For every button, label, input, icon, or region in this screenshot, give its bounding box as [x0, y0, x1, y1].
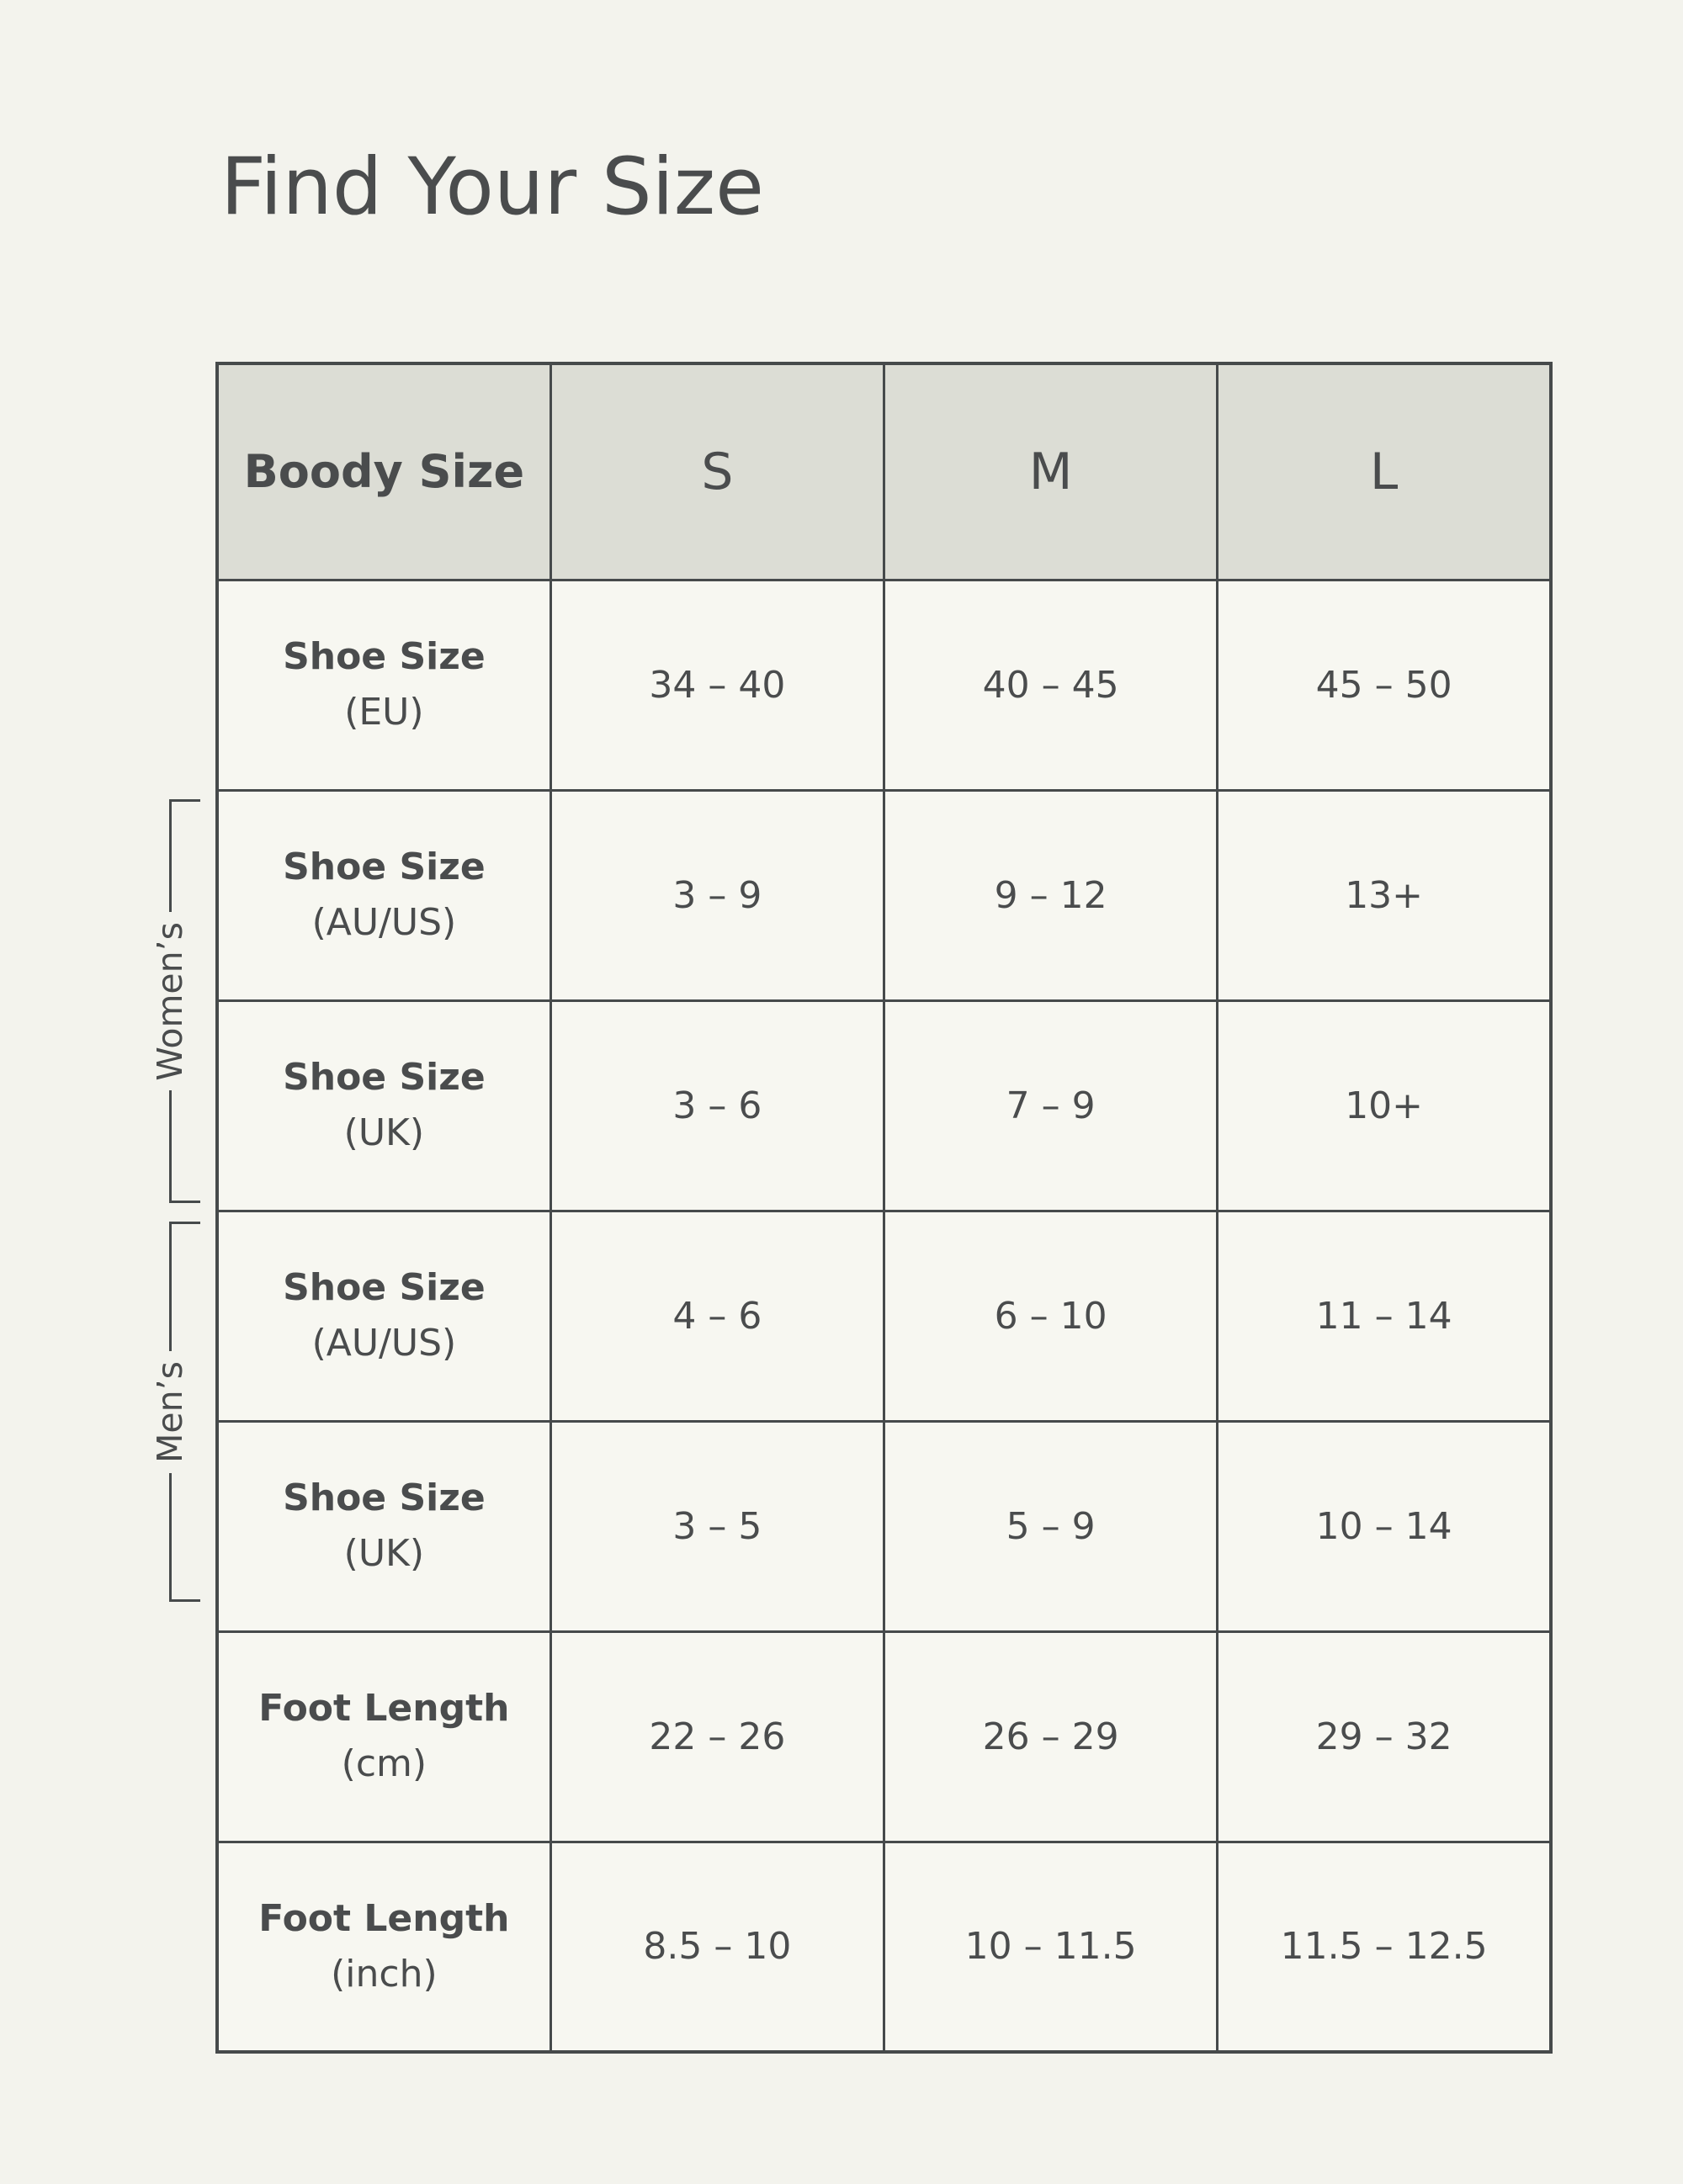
row-sublabel: (inch)	[331, 1952, 438, 1996]
row-sublabel: (AU/US)	[311, 1322, 457, 1365]
row-sublabel: (UK)	[343, 1111, 425, 1154]
size-table-head: Boody Size S M L	[215, 362, 1553, 581]
size-value-cell: 34 – 40	[549, 578, 886, 792]
row-sublabel: (UK)	[343, 1532, 425, 1575]
row-label: Shoe Size	[283, 635, 486, 678]
row-label-cell: Shoe Size (UK)	[215, 999, 552, 1212]
row-sublabel: (cm)	[341, 1742, 427, 1785]
size-value-cell: 11.5 – 12.5	[1216, 1840, 1553, 2054]
row-label-cell: Shoe Size (EU)	[215, 578, 552, 792]
row-label-cell: Shoe Size (AU/US)	[215, 1209, 552, 1423]
row-label: Foot Length	[258, 1687, 510, 1730]
size-value-cell: 6 – 10	[882, 1209, 1219, 1423]
row-label-cell: Shoe Size (AU/US)	[215, 788, 552, 1002]
size-value-cell: 3 – 5	[549, 1419, 886, 1633]
table-row: Shoe Size (EU) 34 – 40 40 – 45 45 – 50	[215, 578, 1553, 792]
size-value-cell: 11 – 14	[1216, 1209, 1553, 1423]
header-boody-size: Boody Size	[215, 362, 552, 581]
bracket-line-upper	[169, 802, 172, 912]
size-value-cell: 3 – 9	[549, 788, 886, 1002]
bracket-line-lower	[169, 1090, 172, 1201]
header-size-l: L	[1216, 362, 1553, 581]
row-label-cell: Shoe Size (UK)	[215, 1419, 552, 1633]
header-row: Boody Size S M L	[215, 362, 1553, 581]
womens-group-bracket: Women’s	[150, 799, 203, 1204]
bracket-tick-top	[169, 799, 200, 802]
row-label: Shoe Size	[283, 846, 486, 888]
size-value-cell: 7 – 9	[882, 999, 1219, 1212]
mens-group-label: Men’s	[150, 1360, 190, 1463]
bracket-tick-bottom	[169, 1201, 200, 1204]
mens-group-bracket: Men’s	[150, 1222, 203, 1603]
size-value-cell: 5 – 9	[882, 1419, 1219, 1633]
header-size-s: S	[549, 362, 886, 581]
size-value-cell: 10+	[1216, 999, 1553, 1212]
bracket-line-upper	[169, 1224, 172, 1351]
size-table: Boody Size S M L Shoe Size (EU) 34 – 40 40 …	[215, 362, 1553, 2054]
bracket-tick-top	[169, 1222, 200, 1224]
size-value-cell: 8.5 – 10	[549, 1840, 886, 2054]
row-label: Shoe Size	[283, 1056, 486, 1099]
size-value-cell: 10 – 11.5	[882, 1840, 1219, 2054]
size-value-cell: 29 – 32	[1216, 1630, 1553, 1843]
size-value-cell: 9 – 12	[882, 788, 1219, 1002]
table-row: Foot Length (inch) 8.5 – 10 10 – 11.5 11.5 –…	[215, 1840, 1553, 2054]
row-label-cell: Foot Length (inch)	[215, 1840, 552, 2054]
size-value-cell: 10 – 14	[1216, 1419, 1553, 1633]
womens-group-label: Women’s	[150, 921, 190, 1081]
size-value-cell: 4 – 6	[549, 1209, 886, 1423]
header-size-m: M	[882, 362, 1219, 581]
row-label: Shoe Size	[283, 1266, 486, 1309]
size-value-cell: 45 – 50	[1216, 578, 1553, 792]
size-value-cell: 26 – 29	[882, 1630, 1219, 1843]
row-label-cell: Foot Length (cm)	[215, 1630, 552, 1843]
page-title: Find Your Size	[220, 141, 764, 233]
size-value-cell: 40 – 45	[882, 578, 1219, 792]
row-sublabel: (EU)	[344, 691, 424, 734]
table-row: Foot Length (cm) 22 – 26 26 – 29 29 – 32	[215, 1630, 1553, 1843]
size-value-cell: 22 – 26	[549, 1630, 886, 1843]
bracket-line-lower	[169, 1472, 172, 1600]
size-value-cell: 13+	[1216, 788, 1553, 1002]
size-value-cell: 3 – 6	[549, 999, 886, 1212]
row-label: Foot Length	[258, 1896, 510, 1940]
row-sublabel: (AU/US)	[311, 901, 457, 944]
size-table-body: Shoe Size (EU) 34 – 40 40 – 45 45 – 50 Shoe S…	[215, 578, 1553, 2054]
bracket-tick-bottom	[169, 1599, 200, 1603]
row-label: Shoe Size	[283, 1476, 486, 1519]
